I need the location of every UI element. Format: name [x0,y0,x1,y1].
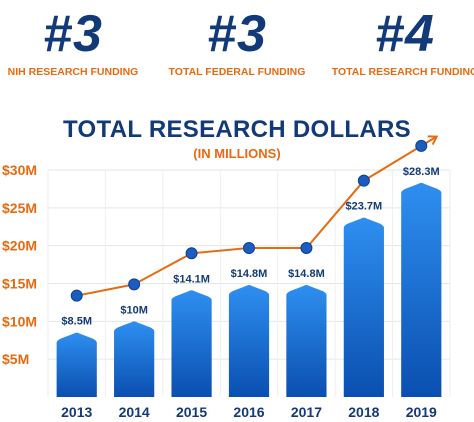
x-tick-label: 2018 [348,404,379,420]
trend-marker-2018 [357,174,370,187]
data-label: $14.1M [173,273,210,285]
y-tick-label: $20M [2,238,37,254]
x-tick-label: 2015 [176,404,207,420]
ranking-total: #4 TOTAL RESEARCH FUNDING [326,6,474,78]
bar-2014 [114,321,155,397]
y-tick-label: $30M [2,162,37,178]
trend-marker-2015 [185,247,198,260]
bar-2018 [343,217,384,397]
x-tick-label: 2013 [61,404,92,420]
chart-subtitle: (IN MILLIONS) [193,146,281,161]
trend-marker-2017 [300,242,313,255]
x-tick-label: 2017 [291,404,322,420]
trend-marker-2014 [128,278,141,291]
y-tick-label: $25M [2,200,37,216]
bar-2017 [286,285,327,397]
x-tick-label: 2016 [233,404,264,420]
chart-title: TOTAL RESEARCH DOLLARS [63,116,411,143]
y-tick-label: $10M [2,313,37,329]
trend-line [70,135,439,302]
bar-2015 [171,290,212,397]
bars [56,182,442,397]
y-tick-label: $15M [2,276,37,292]
x-tick-label: 2014 [119,404,150,420]
data-label: $14.8M [231,268,268,280]
trend-marker-2016 [243,242,255,255]
trend-marker-2019 [415,139,428,152]
bar-2019 [401,182,442,397]
bar-2013 [56,332,97,397]
data-label: $10M [120,304,148,316]
ranking-label: TOTAL FEDERAL FUNDING [168,66,306,78]
bar-2016 [228,285,270,397]
trend-marker-2013 [70,289,83,302]
data-label: $28.3M [403,166,440,178]
labels: $5M $10M $15M $20M $25M $30M $8.5M 2013 $10M 2014… [2,162,440,420]
ranking-number: #3 [207,5,267,63]
data-label: $14.8M [288,268,325,280]
y-tick-label: $5M [2,351,29,367]
ranking-label: NIH RESEARCH FUNDING [7,66,139,78]
ranking-federal: #3 TOTAL FEDERAL FUNDING [158,6,316,78]
ranking-nih: #3 NIH RESEARCH FUNDING [0,6,152,78]
x-tick-label: 2019 [406,404,437,420]
data-label: $8.5M [61,316,92,328]
ranking-number: #3 [43,5,103,63]
ranking-label: TOTAL RESEARCH FUNDING [331,66,474,78]
data-label: $23.7M [346,201,383,213]
trend-arrowhead [427,135,439,146]
ranking-number: #4 [375,5,435,63]
